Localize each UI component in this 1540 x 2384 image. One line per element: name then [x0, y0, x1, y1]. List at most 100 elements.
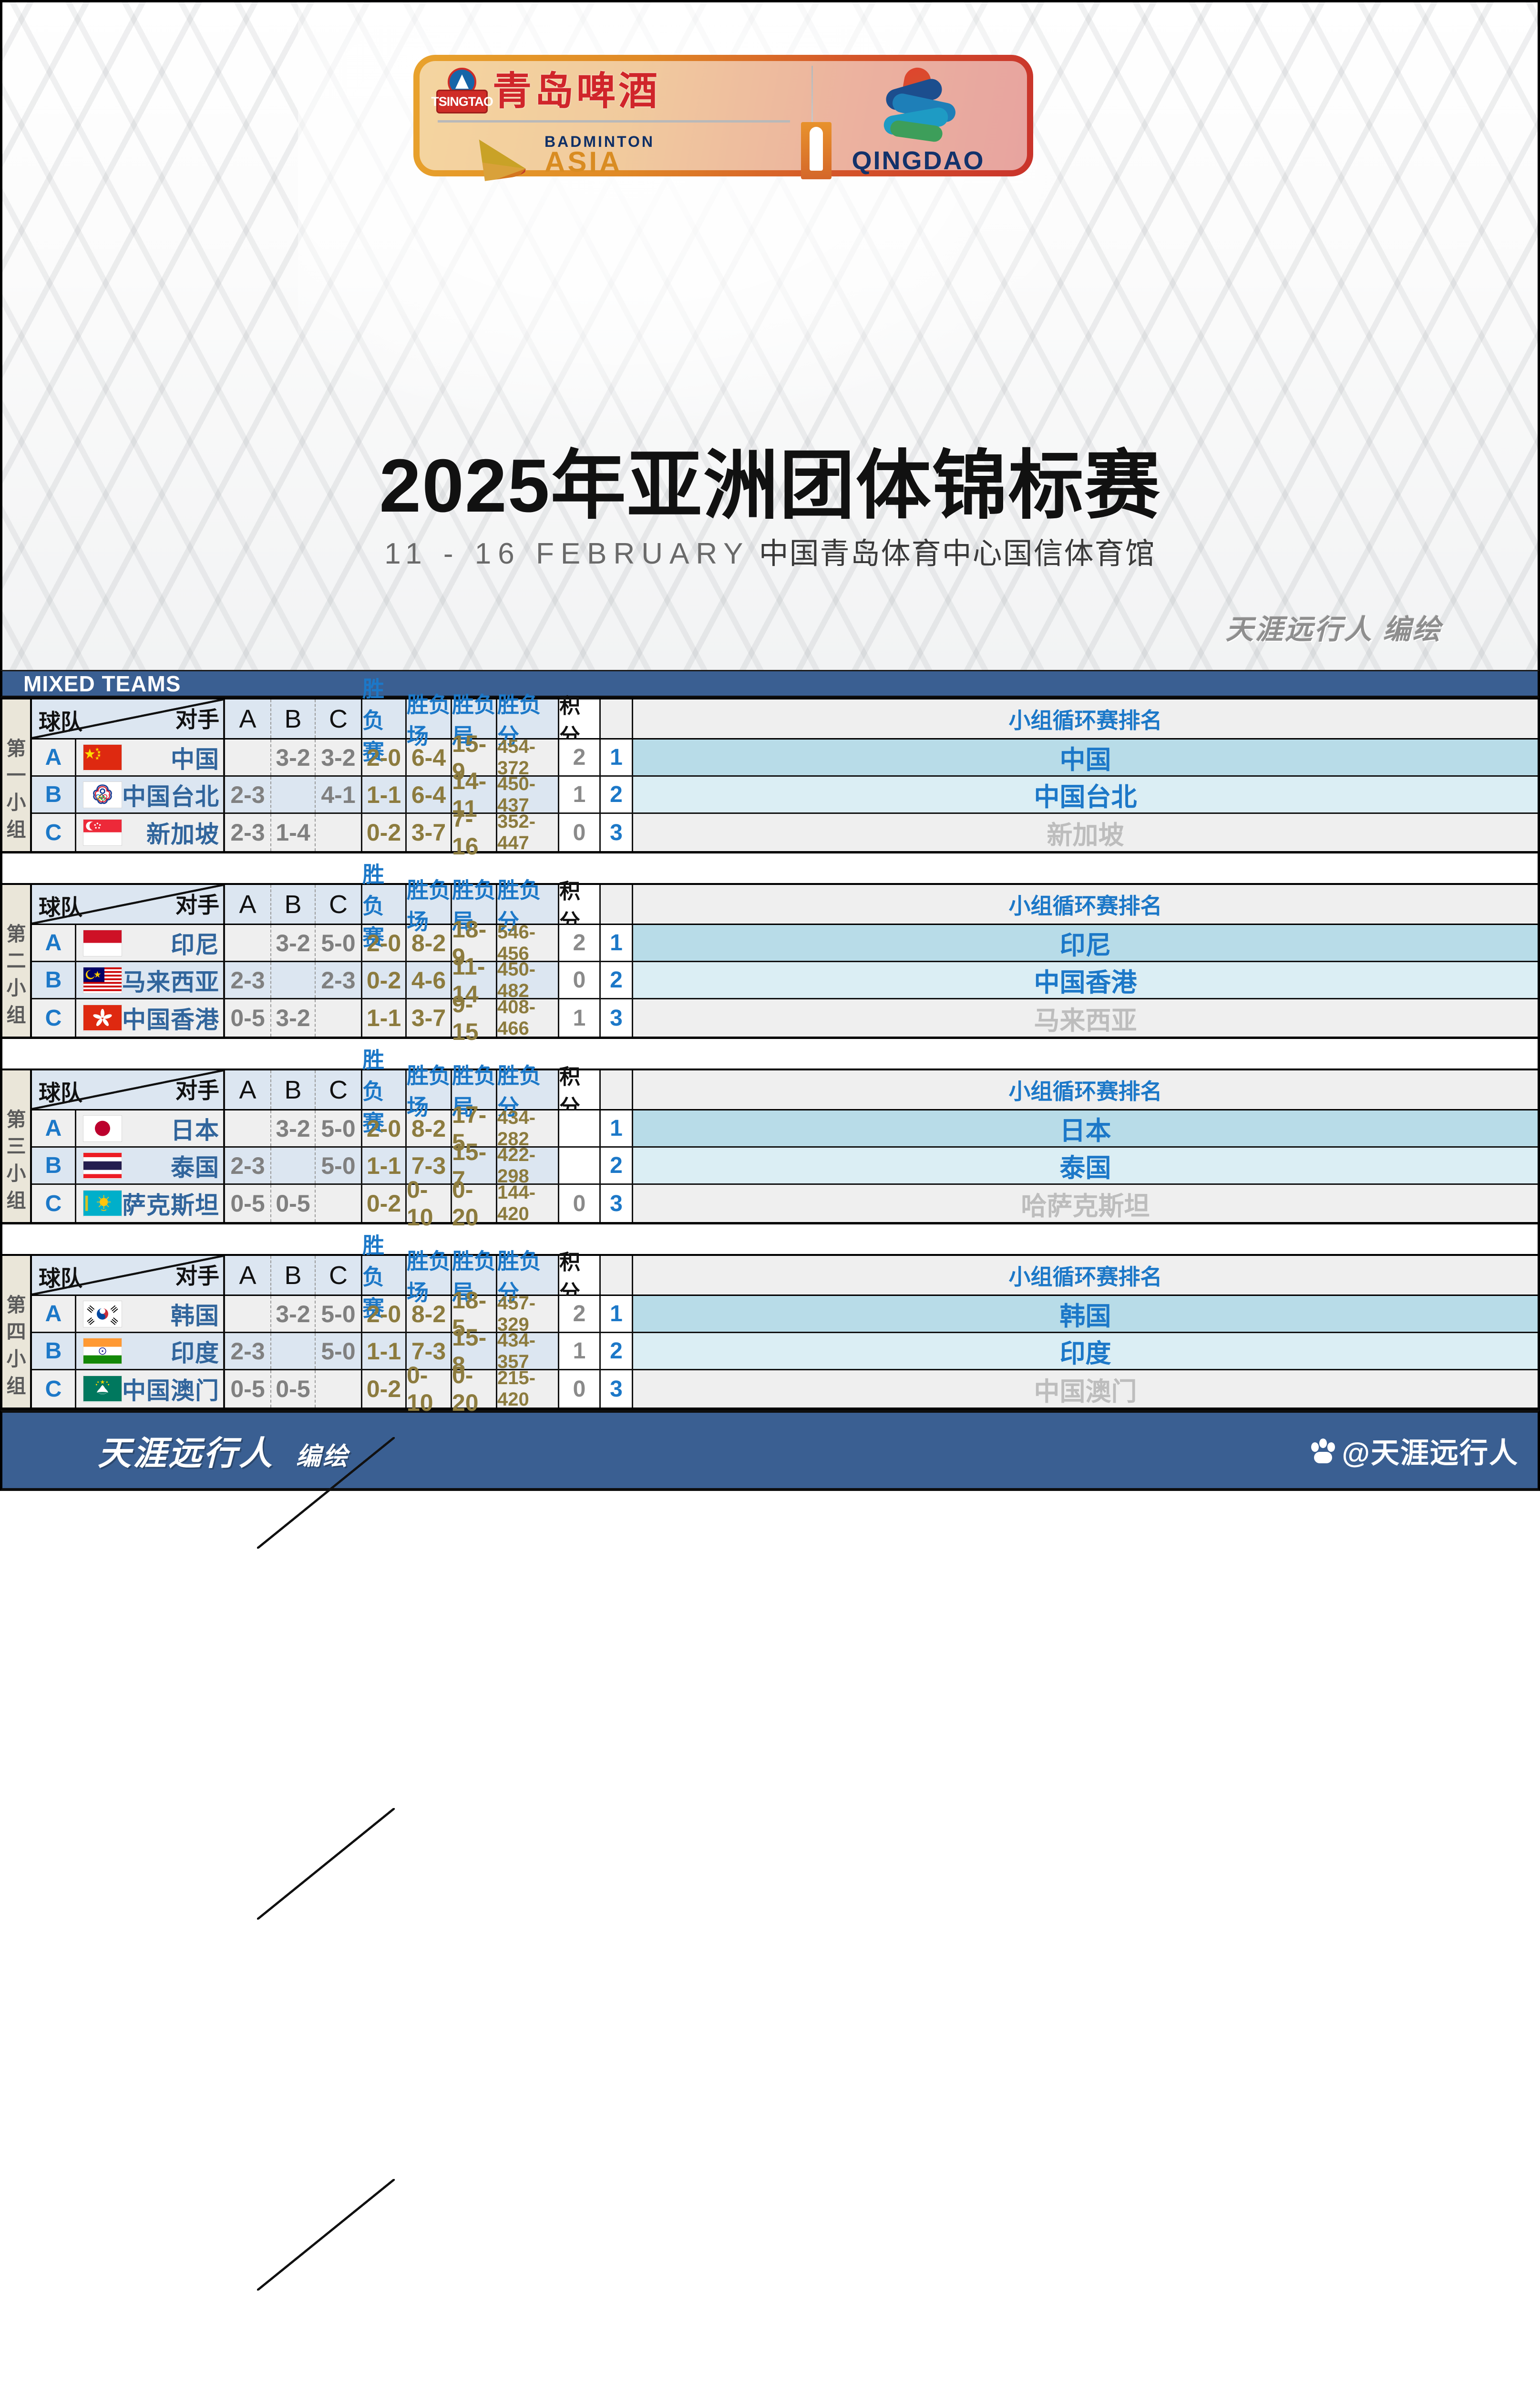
score-text: 3-2 [276, 1115, 310, 1142]
footer-author-role: 编绘 [296, 1442, 350, 1470]
points-cell: 1 [558, 777, 601, 812]
point-record: 144-420 [497, 1182, 536, 1224]
group-table: 第三小组球队对手ABC胜负赛胜负场胜负局胜负分积分小组循环赛排名A日本3-25-… [0, 1048, 1540, 2291]
game-record: 6-4 [411, 781, 446, 808]
row-letter: C [32, 999, 76, 1037]
score-text: 3-2 [276, 744, 310, 771]
column-header-match-record: 胜负赛 [361, 1233, 405, 1321]
table-row: A 日本 3-2 5-0 2-0 8-2 17-5 434-282 1 日本 [32, 1101, 1538, 1156]
point-record: 352-447 [497, 811, 536, 853]
match-record-cell: 0-2 [361, 1370, 405, 1408]
table-row: C 中国澳门 0-5 0-5 0-2 0-10 0-20 215-420 0 3 中国澳门 [32, 1362, 1538, 1416]
match-record-cell: 2-0 [361, 1110, 405, 1146]
standings-team: 中国香港 [632, 962, 1538, 998]
point-record-cell: 144-420 [496, 1182, 558, 1224]
game-record-cell: 6-4 [405, 777, 451, 812]
match-record: 1-1 [366, 1005, 401, 1031]
match-record: 1-1 [366, 781, 401, 808]
table-row: A 韩国 3-2 5-0 2-0 8-2 18-5 457-329 2 1 韩国 [32, 1287, 1538, 1341]
group-label-char: 第 [6, 923, 26, 945]
match-score-vs-c: 2-3 [316, 962, 361, 998]
match-score-vs-a [225, 1110, 270, 1146]
set-record: 11-14 [452, 953, 485, 1007]
standings-position: 1 [601, 925, 632, 961]
match-score-vs-a: 2-3 [225, 1333, 270, 1369]
match-record: 2-0 [366, 744, 401, 771]
team-cell: 马来西亚 [76, 962, 225, 998]
score-text: 0-5 [230, 1190, 265, 1217]
table-row: C 中国香港 0-5 3-2 1-1 3-7 9-15 408-466 1 3 马来西亚 [32, 991, 1538, 1045]
set-record-cell: 14-11 [451, 768, 496, 822]
column-header-match-record: 胜负赛 [361, 1048, 405, 1135]
column-header-match-record: 胜负赛 [361, 677, 405, 764]
score-text: 1-4 [276, 819, 310, 846]
team-cell: 中国 [76, 740, 225, 775]
standings-team: 新加坡 [632, 814, 1538, 851]
column-header-point-record: 胜负分 [496, 1063, 558, 1120]
table-row: A 印尼 3-2 5-0 2-0 8-2 18-9 546-456 2 1 印尼 [32, 916, 1538, 970]
tsingtao-logo: TSINGTAO 青岛啤酒 [431, 65, 684, 118]
diagonal-divider-line [32, 699, 223, 738]
standings-position: 1 [601, 1296, 632, 1332]
group-label-char: 三 [6, 1135, 26, 1158]
match-record-cell: 2-0 [361, 925, 405, 961]
game-record: 4-6 [411, 966, 446, 994]
diagonal-divider-line [32, 1256, 223, 1295]
match-record: 1-1 [366, 1152, 401, 1179]
header-opponent-label: 对手 [175, 707, 219, 732]
score-text: 4-1 [321, 781, 356, 808]
sponsor-logo-plaque: TSINGTAO 青岛啤酒 BADMINTON ASIA QINGDAO [413, 55, 1033, 181]
match-score-vs-a: 2-3 [225, 777, 270, 812]
table-row: C 哈萨克斯坦 0-5 0-5 0-2 0-10 0-20 144-420 0 3 哈萨克斯坦 [32, 1176, 1538, 1231]
match-score-vs-c [316, 999, 361, 1037]
point-record-cell: 454-372 [496, 736, 558, 779]
team-name: 新加坡 [146, 821, 219, 848]
points-cell [558, 1148, 601, 1183]
group-label-char: 小 [6, 1348, 26, 1370]
diagonal-divider-line [32, 1070, 223, 1109]
group-label: 第三小组 [2, 1069, 32, 1222]
set-record: 18-9 [452, 915, 487, 970]
score-text: 0-5 [230, 1376, 265, 1402]
group-label-char: 组 [6, 818, 26, 841]
footer-credit: 天涯远行人 编绘 [98, 1427, 349, 1475]
shuttlecock-icon [479, 129, 541, 181]
column-header-c: C [329, 890, 348, 919]
match-record: 1-1 [366, 1337, 401, 1365]
match-score-vs-a: 2-3 [225, 1148, 270, 1183]
column-header-b: B [270, 1070, 316, 1109]
match-record-cell: 1-1 [361, 777, 405, 812]
header-opponent-label: 对手 [175, 893, 219, 917]
column-header-point-record: 胜负分 [496, 878, 558, 934]
row-letter: B [32, 777, 76, 812]
match-record: 0-2 [366, 966, 401, 994]
badminton-asia-logo: BADMINTON ASIA [479, 129, 749, 181]
column-header-c: C [329, 1075, 348, 1104]
score-text: 2-3 [230, 781, 265, 808]
set-record: 14-11 [452, 767, 487, 822]
point-record: 434-357 [497, 1329, 536, 1372]
flag-india [83, 1337, 122, 1365]
standings-team: 哈萨克斯坦 [632, 1185, 1538, 1222]
set-record-cell: 15-7 [451, 1139, 496, 1193]
set-record-cell: 17-5 [451, 1101, 496, 1156]
event-title: 2025年亚洲团体锦标赛 [379, 444, 1161, 528]
standings-team: 印尼 [632, 925, 1538, 961]
match-score-vs-b [270, 1148, 316, 1183]
match-score-vs-b: 3-2 [270, 740, 316, 775]
flag-macau [83, 1376, 122, 1402]
points-cell [558, 1110, 601, 1146]
header-team-label: 球队 [39, 1266, 82, 1291]
set-record-cell: 15-8 [451, 1324, 496, 1378]
set-record: 9-15 [452, 991, 479, 1045]
points-cell: 1 [558, 999, 601, 1037]
group-label-char: 第 [6, 1108, 26, 1130]
row-letter: C [32, 814, 76, 851]
table-row: A 中国 3-2 3-2 2-0 6-4 15-9 454-372 2 1 中国 [32, 730, 1538, 785]
match-score-vs-a: 2-3 [225, 814, 270, 851]
score-text: 0-5 [276, 1190, 310, 1217]
set-record: 15-9 [452, 730, 487, 785]
point-record: 422-298 [497, 1144, 536, 1187]
team-cell: 中国澳门 [76, 1370, 225, 1408]
match-score-vs-a: 0-5 [225, 1185, 270, 1222]
